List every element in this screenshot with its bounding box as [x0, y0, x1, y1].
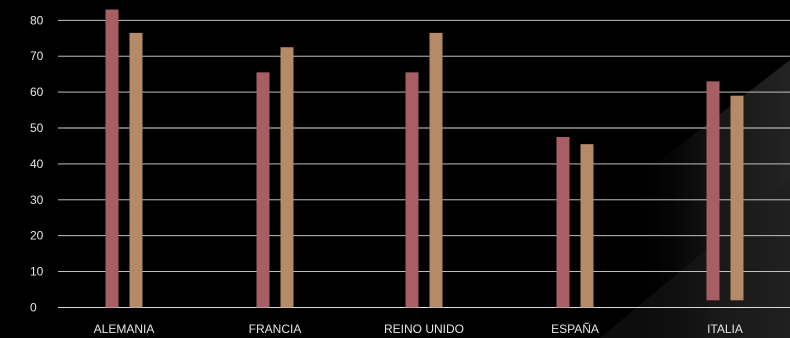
- bar-francia-series-2: [280, 47, 294, 308]
- y-tick-label-80: 80: [30, 13, 44, 27]
- x-category-label-1: FRANCIA: [249, 322, 302, 336]
- y-tick-label-40: 40: [30, 157, 44, 171]
- bar-alemania-series-1: [105, 9, 119, 308]
- grid-lines: [58, 19, 790, 309]
- bar-españa-series-1: [556, 136, 570, 308]
- bar-españa-series-2: [580, 144, 594, 308]
- x-axis-category-labels: ALEMANIA FRANCIA REINO UNIDO ESPAÑA ITALIA: [94, 322, 743, 336]
- y-tick-label-10: 10: [30, 265, 44, 279]
- y-tick-label-60: 60: [30, 85, 44, 99]
- y-tick-label-30: 30: [30, 193, 44, 207]
- y-tick-label-0: 0: [30, 301, 37, 315]
- bar-francia-series-1: [256, 72, 270, 308]
- x-category-label-0: ALEMANIA: [94, 322, 155, 336]
- bar-italia-series-2: [730, 95, 744, 301]
- y-axis-tick-labels: 0 10 20 30 40 50 60 70 80: [30, 13, 44, 314]
- x-category-label-4: ITALIA: [707, 322, 743, 336]
- background-sheen: [430, 60, 790, 338]
- y-tick-label-20: 20: [30, 229, 44, 243]
- y-tick-label-50: 50: [30, 121, 44, 135]
- x-category-label-3: ESPAÑA: [551, 322, 599, 336]
- x-category-label-2: REINO UNIDO: [384, 322, 464, 336]
- bar-italia-series-1: [706, 81, 720, 301]
- bars: [105, 9, 744, 308]
- bar-alemania-series-2: [129, 32, 143, 308]
- y-tick-label-70: 70: [30, 49, 44, 63]
- bar-reino-unido-series-1: [405, 72, 419, 308]
- bar-reino-unido-series-2: [429, 32, 443, 308]
